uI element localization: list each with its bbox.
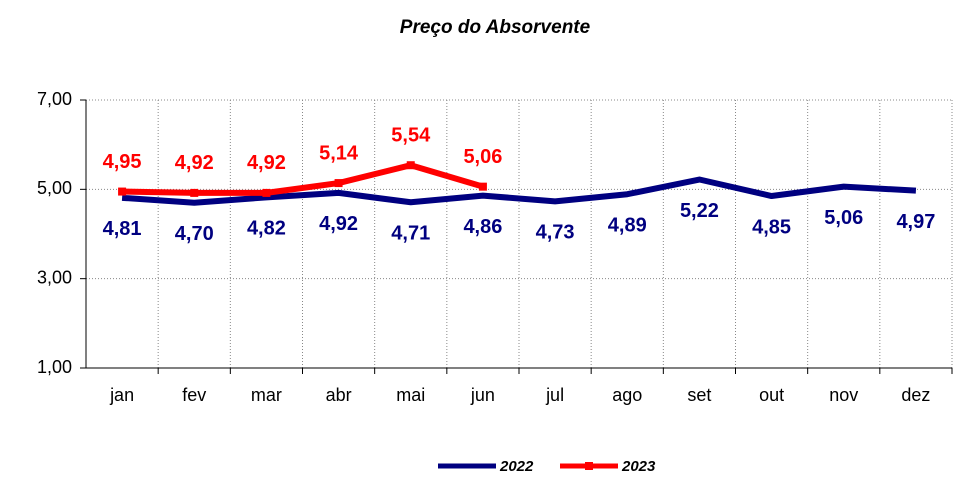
x-tick-label: ago [612,385,642,405]
x-tick-label: mar [251,385,282,405]
data-label: 4,73 [536,222,575,244]
data-label: 5,54 [391,124,431,146]
data-label: 4,92 [175,152,214,174]
data-label: 5,22 [680,200,719,222]
marker [334,179,343,188]
legend-marker [585,462,593,470]
marker [190,188,199,197]
series-line [121,176,917,206]
data-label: 4,86 [463,216,502,238]
x-tick-label: dez [901,385,930,405]
data-label: 5,06 [463,146,502,168]
data-label: 4,71 [391,223,430,245]
data-label: 4,70 [175,223,214,245]
x-tick-label: set [687,385,711,405]
x-tick-label: abr [326,385,352,405]
y-tick-label: 7,00 [37,89,72,109]
marker [118,187,127,196]
x-tick-label: jul [545,385,564,405]
legend-label: 2023 [621,458,656,475]
x-tick-label: jan [109,385,134,405]
data-label: 4,82 [247,218,286,240]
data-label: 5,06 [824,207,863,229]
data-label: 4,92 [319,213,358,235]
x-tick-label: out [759,385,784,405]
y-tick-label: 3,00 [37,267,72,287]
data-label: 4,89 [608,215,647,237]
chart-title: Preço do Absorvente [400,17,591,38]
x-tick-label: jun [470,385,495,405]
data-label: 4,81 [103,218,142,240]
data-label: 5,14 [319,142,359,164]
x-tick-label: nov [829,385,858,405]
x-tick-label: mai [396,385,425,405]
data-label: 4,92 [247,152,286,174]
series-line [122,162,484,196]
marker [262,188,271,197]
legend-label: 2022 [499,458,534,475]
marker [406,161,415,170]
data-label: 4,85 [752,216,791,238]
marker [478,182,487,191]
y-tick-label: 1,00 [37,357,72,377]
data-label: 4,97 [896,211,935,233]
x-tick-label: fev [182,385,206,405]
y-tick-label: 5,00 [37,178,72,198]
data-label: 4,95 [103,151,142,173]
